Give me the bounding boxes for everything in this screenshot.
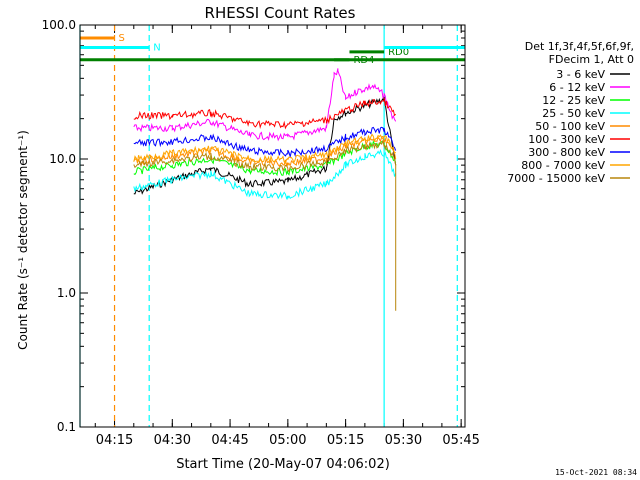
legend-entry-label: 7000 - 15000 keV: [507, 172, 605, 185]
legend-entry-label: 800 - 7000 keV: [521, 159, 605, 172]
x-axis-label: Start Time (20-May-07 04:06:02): [176, 457, 390, 472]
legend-entry-label: 25 - 50 keV: [542, 107, 605, 120]
legend-entry-label: 50 - 100 keV: [535, 120, 605, 133]
footer-timestamp: 15-Oct-2021 08:34: [555, 468, 637, 477]
y-tick-label: 100.0: [42, 18, 76, 32]
x-tick-label: 05:15: [327, 433, 364, 448]
chart-title: RHESSI Count Rates: [205, 4, 356, 22]
legend-entry-label: 300 - 800 keV: [528, 146, 605, 159]
x-tick-label: 04:30: [154, 433, 191, 448]
y-tick-label: 10.0: [49, 152, 76, 166]
x-tick-label: 05:30: [385, 433, 422, 448]
legend-header-line-1: Det 1f,3f,4f,5f,6f,9f,: [525, 40, 634, 53]
x-tick-label: 04:15: [96, 433, 133, 448]
x-tick-label: 05:45: [442, 433, 479, 448]
annotation-label: N: [153, 42, 160, 53]
y-tick-label: 0.1: [57, 420, 76, 434]
y-axis-label: Count Rate (s⁻¹ detector segment⁻¹): [16, 130, 30, 350]
legend-entry-label: 6 - 12 keV: [549, 81, 605, 94]
annotation-label: S: [119, 33, 125, 44]
legend-entry-label: 100 - 300 keV: [528, 133, 605, 146]
annotation-label: RD4: [353, 55, 374, 66]
legend-entry-label: 12 - 25 keV: [542, 94, 605, 107]
legend-header-line-2: FDecim 1, Att 0: [549, 53, 634, 66]
legend-entry-label: 3 - 6 keV: [556, 68, 605, 81]
x-tick-label: 05:00: [269, 433, 306, 448]
x-tick-label: 04:45: [211, 433, 248, 448]
y-tick-label: 1.0: [57, 286, 76, 300]
